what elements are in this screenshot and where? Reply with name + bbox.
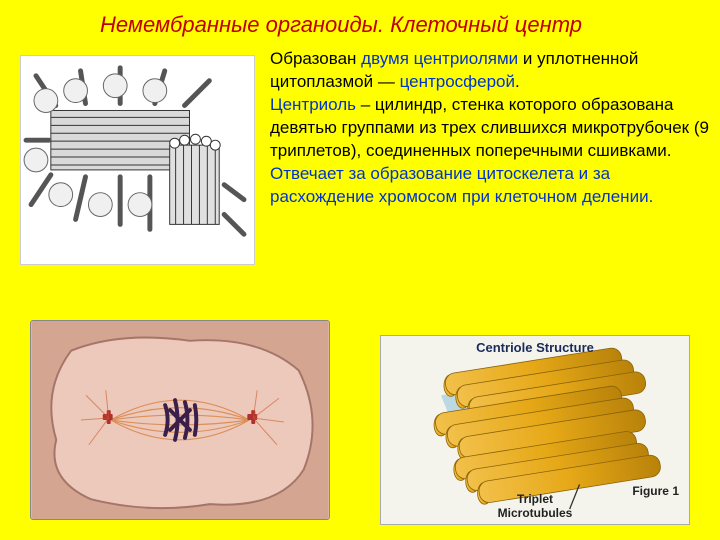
centriole-sketch-image: [20, 55, 255, 265]
structure-title-label: Centriole Structure: [381, 340, 689, 355]
cell-micrograph-image: [30, 320, 330, 520]
text-run-blue: центросферой: [400, 72, 515, 91]
text-run-blue: Центриоль: [270, 95, 356, 114]
text-run: .: [515, 72, 520, 91]
page-title: Немембранные органоиды. Клеточный центр: [100, 12, 582, 38]
body-text: Образован двумя центриолями и уплотненно…: [270, 48, 710, 209]
text-run-blue: двумя центриолями: [361, 49, 518, 68]
text-run: Образован: [270, 49, 361, 68]
text-run-blue: Отвечает за образование цитоскелета и за…: [270, 164, 653, 206]
structure-bottom-label: Triplet Microtubules: [381, 492, 689, 520]
centriole-structure-image: Centriole Structure: [380, 335, 690, 525]
